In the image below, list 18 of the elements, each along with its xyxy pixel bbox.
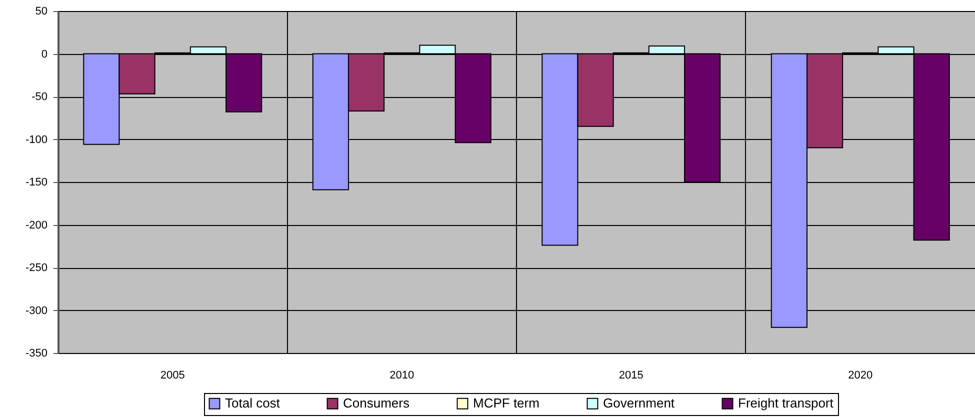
y-tick-label: -50 [32, 91, 48, 103]
x-tick-label: 2005 [160, 370, 185, 382]
legend-label: Freight transport [738, 396, 834, 411]
y-tick-label: 0 [41, 48, 48, 60]
x-tick-label: 2010 [390, 370, 414, 382]
y-tick-label: -200 [25, 219, 48, 232]
y-tick-label: -300 [25, 304, 48, 317]
x-tick-label: 2020 [848, 370, 873, 382]
y-tick-label: -150 [25, 176, 48, 188]
legend-label: Government [603, 396, 675, 411]
legend-label: MCPF term [473, 396, 540, 411]
y-tick-label: -100 [25, 134, 48, 146]
y-tick-label: -350 [25, 348, 48, 360]
y-tick-label: -250 [25, 262, 48, 274]
legend-label: Total cost [225, 396, 280, 411]
x-tick-label: 2015 [618, 370, 644, 382]
y-tick-label: 50 [35, 6, 48, 18]
legend-label: Consumers [343, 396, 410, 411]
